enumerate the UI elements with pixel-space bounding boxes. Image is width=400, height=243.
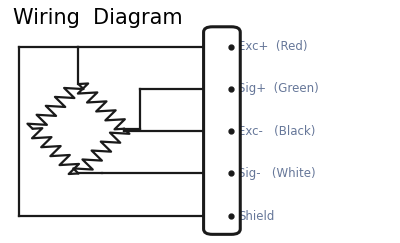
Text: Exc+  (Red): Exc+ (Red) bbox=[238, 40, 307, 53]
Text: Exc-   (Black): Exc- (Black) bbox=[238, 125, 315, 138]
Text: Shield: Shield bbox=[238, 210, 274, 223]
Text: Sig+  (Green): Sig+ (Green) bbox=[238, 82, 319, 95]
Text: Sig-   (White): Sig- (White) bbox=[238, 167, 316, 180]
FancyBboxPatch shape bbox=[204, 27, 240, 234]
Text: Wiring  Diagram: Wiring Diagram bbox=[13, 8, 182, 28]
